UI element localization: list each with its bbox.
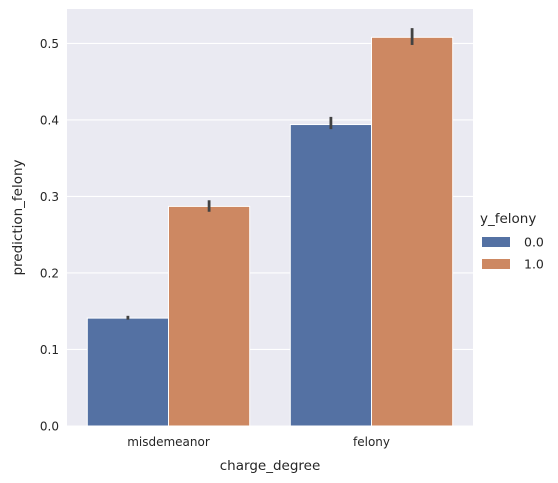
y-tick-label: 0.0 xyxy=(40,420,59,434)
bar-misdemeanor-0.0 xyxy=(86,317,169,427)
y-tick-label: 0.1 xyxy=(40,343,59,357)
bar-misdemeanor-1.0 xyxy=(168,205,251,427)
y-tick-label: 0.4 xyxy=(40,113,59,127)
legend-swatch xyxy=(482,259,510,269)
x-tick-label: felony xyxy=(353,435,390,449)
legend: y_felony 0.01.0 xyxy=(480,211,544,272)
x-tick-labels: misdemeanor felony xyxy=(127,435,390,449)
legend-label: 0.0 xyxy=(524,235,544,250)
x-tick-label: misdemeanor xyxy=(127,435,210,449)
bars xyxy=(86,36,454,427)
bar-felony-1.0 xyxy=(371,36,454,427)
legend-swatch xyxy=(482,237,510,247)
y-tick-label: 0.5 xyxy=(40,37,59,51)
x-axis-label: charge_degree xyxy=(220,458,321,474)
y-tick-labels: 0.0 0.1 0.2 0.3 0.4 0.5 xyxy=(40,37,59,434)
legend-label: 1.0 xyxy=(524,257,544,272)
legend-items: 0.01.0 xyxy=(482,235,544,272)
y-tick-label: 0.3 xyxy=(40,190,59,204)
legend-title: y_felony xyxy=(480,211,536,227)
error-bars xyxy=(126,28,414,320)
y-axis-label: prediction_felony xyxy=(10,159,26,275)
bar-felony-0.0 xyxy=(289,124,372,427)
y-tick-label: 0.2 xyxy=(40,266,59,280)
